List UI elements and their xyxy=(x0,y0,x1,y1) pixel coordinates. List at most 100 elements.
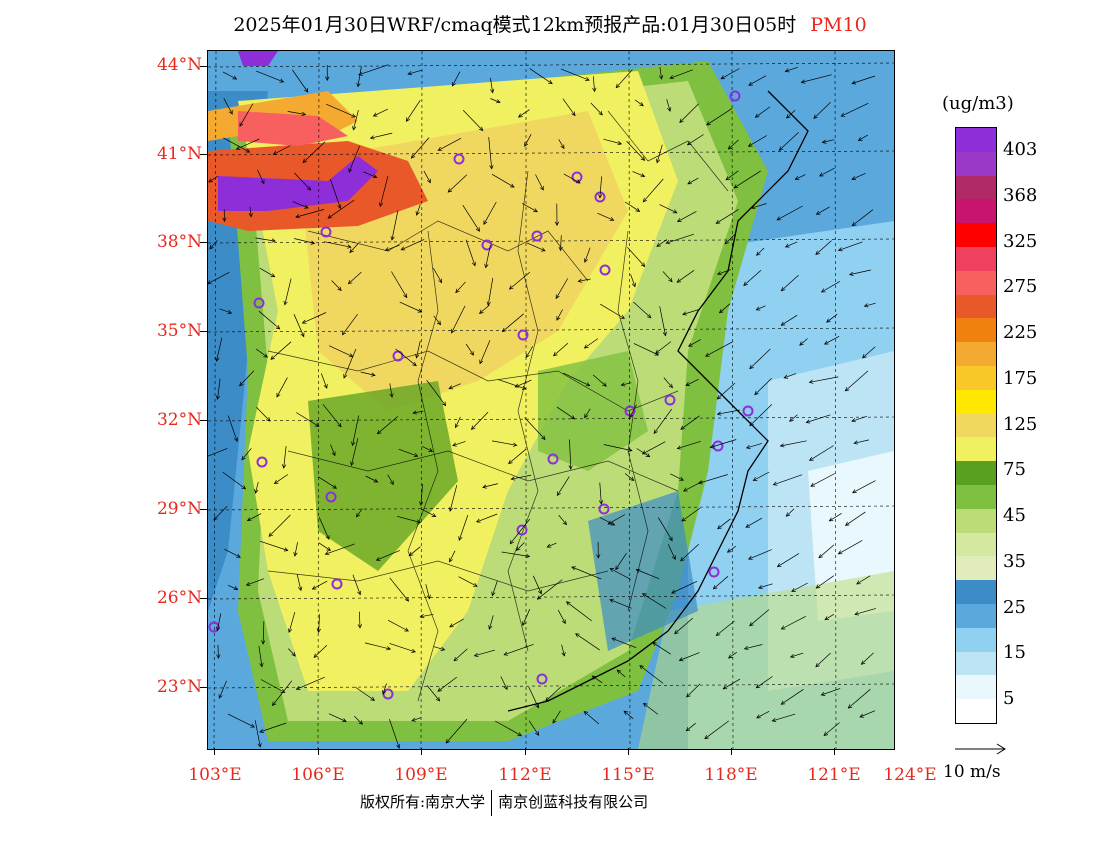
wind-arrowhead xyxy=(851,176,857,180)
wind-arrowhead xyxy=(419,614,425,619)
wind-arrowhead xyxy=(382,690,387,695)
fujian-blue-patch xyxy=(588,491,698,651)
wind-vector xyxy=(465,343,474,356)
lat-label-26: 26°N xyxy=(156,588,202,608)
wind-vector xyxy=(260,679,285,693)
legend-swatch xyxy=(956,366,996,391)
wind-arrowhead xyxy=(384,247,390,252)
wind-vector xyxy=(433,315,441,325)
wind-arrowhead xyxy=(540,247,546,252)
wind-vector xyxy=(270,341,292,360)
wind-vector xyxy=(343,348,357,379)
wind-arrowhead xyxy=(828,517,834,522)
wind-vector xyxy=(247,513,262,522)
wind-vector xyxy=(789,414,798,422)
wind-arrowhead xyxy=(351,113,357,118)
wind-vector xyxy=(754,378,772,395)
wind-arrowhead xyxy=(592,87,597,93)
wind-vector xyxy=(810,473,835,487)
wind-arrowhead xyxy=(501,327,507,333)
wind-arrowhead xyxy=(215,395,220,400)
wind-vector xyxy=(599,176,602,198)
wind-vector xyxy=(391,210,399,241)
wind-vector xyxy=(716,382,736,400)
legend-label: 75 xyxy=(1003,459,1026,481)
wind-vector xyxy=(623,710,634,719)
wind-vector xyxy=(389,718,400,749)
wind-arrowhead xyxy=(295,214,300,219)
wind-arrowhead xyxy=(352,125,357,131)
wind-arrowhead xyxy=(257,743,262,748)
wind-arrowhead xyxy=(575,633,580,638)
wind-vector xyxy=(352,415,360,446)
legend-label: 25 xyxy=(1003,596,1026,618)
wind-vector xyxy=(592,374,607,387)
wind-arrowhead xyxy=(304,88,309,93)
wind-vector xyxy=(717,409,740,415)
wind-arrowhead xyxy=(522,621,527,627)
wind-arrowhead xyxy=(552,719,557,724)
wind-arrowhead xyxy=(789,417,794,422)
wind-vector xyxy=(449,618,464,628)
wind-vector xyxy=(462,205,480,232)
wind-arrowhead xyxy=(856,580,861,585)
wind-vector xyxy=(851,75,876,84)
wind-vector xyxy=(854,439,870,444)
wind-arrowhead xyxy=(857,137,863,141)
wind-vector xyxy=(272,680,293,706)
wind-vector xyxy=(342,313,358,336)
legend-swatch xyxy=(956,223,996,248)
wind-arrowhead xyxy=(840,112,846,117)
lon-tick xyxy=(628,748,629,755)
wind-arrowhead xyxy=(808,379,814,384)
wind-arrowhead xyxy=(815,584,821,589)
wind-vector xyxy=(360,371,376,376)
wind-vector xyxy=(487,277,494,306)
wind-arrowhead xyxy=(535,731,540,736)
lon-tick xyxy=(525,748,526,755)
wind-arrowhead xyxy=(270,273,276,278)
wind-vector xyxy=(359,611,361,628)
wind-arrowhead xyxy=(479,359,484,365)
wind-arrowhead xyxy=(539,186,544,191)
wind-arrowhead xyxy=(665,240,671,245)
wind-vector xyxy=(511,474,532,480)
wind-arrowhead xyxy=(561,619,566,625)
wind-arrowhead xyxy=(356,82,361,88)
wind-vector xyxy=(748,549,772,560)
wind-arrowhead xyxy=(583,258,588,263)
wind-vector xyxy=(597,212,614,221)
central-green-patch xyxy=(538,351,648,471)
wind-vector xyxy=(553,342,569,357)
wind-vector xyxy=(296,412,320,427)
wind-arrowhead xyxy=(303,204,309,209)
wind-vector xyxy=(351,438,359,466)
wind-vector xyxy=(256,406,271,422)
wind-vector xyxy=(663,377,673,388)
wind-vector xyxy=(437,676,458,692)
wind-arrowhead xyxy=(273,479,279,485)
wind-vector xyxy=(268,514,291,537)
wind-vector xyxy=(686,683,701,698)
wind-arrowhead xyxy=(780,625,786,630)
wind-arrowhead xyxy=(208,280,212,285)
wind-vector xyxy=(411,717,422,722)
wind-vector xyxy=(652,642,671,655)
lon-label-106: 106°E xyxy=(291,765,345,785)
wind-arrowhead xyxy=(780,321,786,326)
wind-arrowhead xyxy=(272,150,278,155)
wind-vector xyxy=(785,66,798,72)
wind-arrowhead xyxy=(525,553,531,559)
wind-vector xyxy=(491,580,498,596)
wind-vector xyxy=(364,642,391,650)
wind-arrowhead xyxy=(389,393,394,398)
wind-arrowhead xyxy=(556,316,561,321)
wind-vector xyxy=(208,448,228,457)
wind-vector xyxy=(607,514,626,525)
legend-swatch xyxy=(956,675,996,700)
wind-vector xyxy=(287,111,306,115)
wind-arrowhead xyxy=(686,693,691,698)
wind-vector xyxy=(491,173,515,188)
wind-vector xyxy=(716,620,735,636)
wind-vector xyxy=(859,710,876,718)
